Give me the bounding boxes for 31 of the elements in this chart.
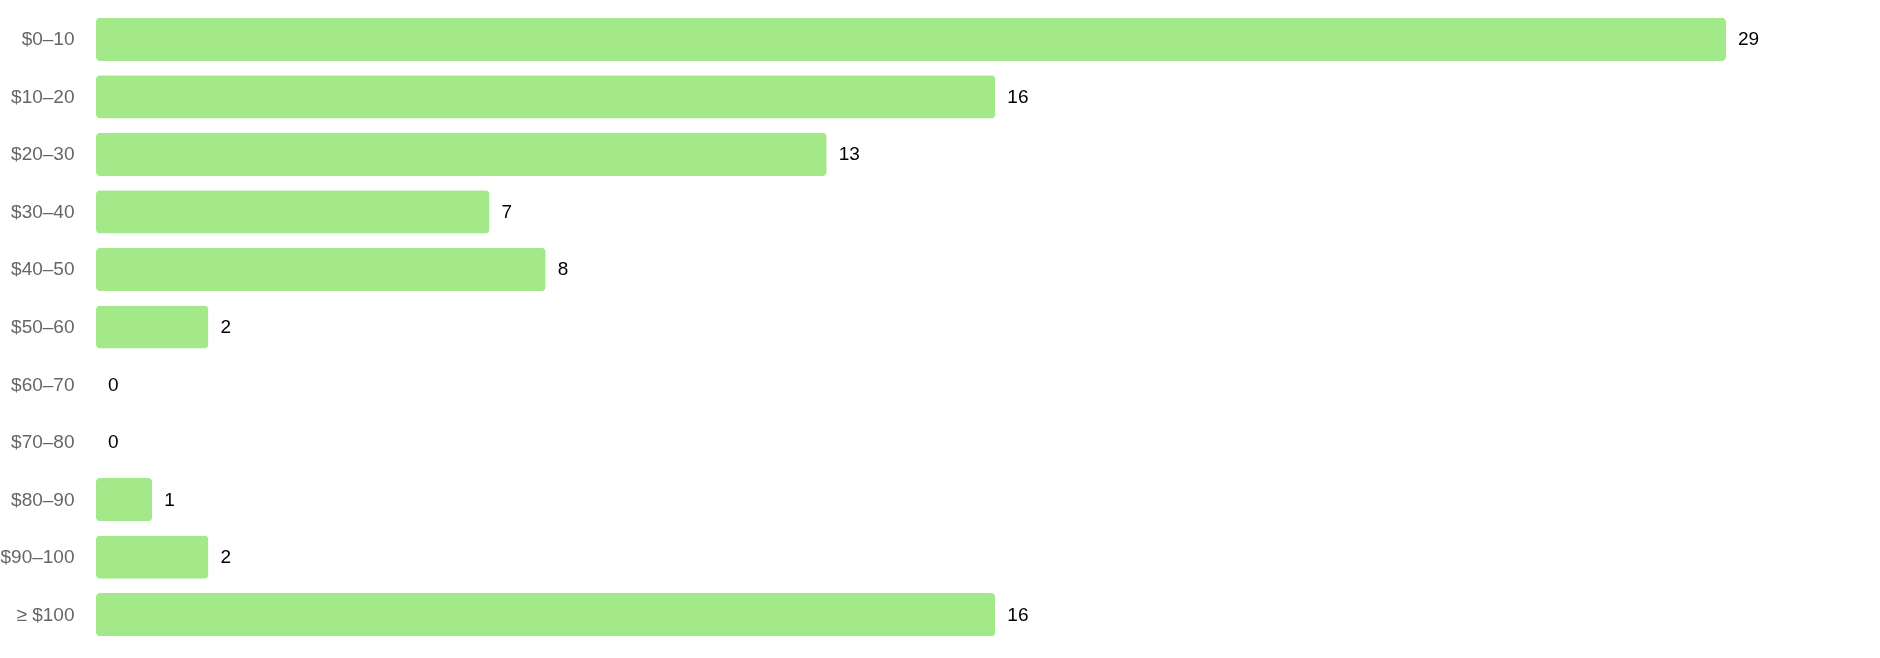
- data-label: 1: [164, 488, 175, 510]
- bar: [96, 305, 209, 349]
- bar: [96, 132, 827, 176]
- bar: [96, 17, 1726, 61]
- y-tick-label: $30–40: [11, 200, 75, 222]
- data-label: 0: [108, 431, 119, 453]
- bar: [96, 190, 490, 234]
- data-label: 16: [1007, 603, 1029, 625]
- data-label: 13: [838, 143, 860, 165]
- data-label: 7: [501, 200, 513, 222]
- bar: [96, 247, 546, 292]
- data-label: 2: [220, 546, 231, 568]
- y-tick-label: $0–10: [21, 28, 75, 50]
- data-label: 29: [1738, 28, 1760, 50]
- data-label: 8: [557, 258, 569, 280]
- bar: [96, 478, 153, 522]
- y-tick-label: $50–60: [11, 316, 75, 337]
- y-tick-label: $70–80: [11, 431, 75, 453]
- bar: [96, 535, 209, 579]
- y-tick-label: $40–50: [11, 258, 75, 280]
- y-tick-label: ≥ $100: [16, 603, 75, 625]
- data-label: 16: [1007, 85, 1029, 107]
- y-tick-label: $10–20: [11, 85, 75, 107]
- bar: [96, 75, 996, 119]
- y-tick-label: $60–70: [11, 373, 75, 395]
- y-tick-label: $90–100: [0, 546, 75, 568]
- data-label: 2: [220, 316, 231, 337]
- y-tick-label: $20–30: [11, 143, 75, 165]
- y-tick-label: $80–90: [11, 488, 75, 510]
- bar: [96, 593, 996, 637]
- data-label: 0: [108, 373, 119, 395]
